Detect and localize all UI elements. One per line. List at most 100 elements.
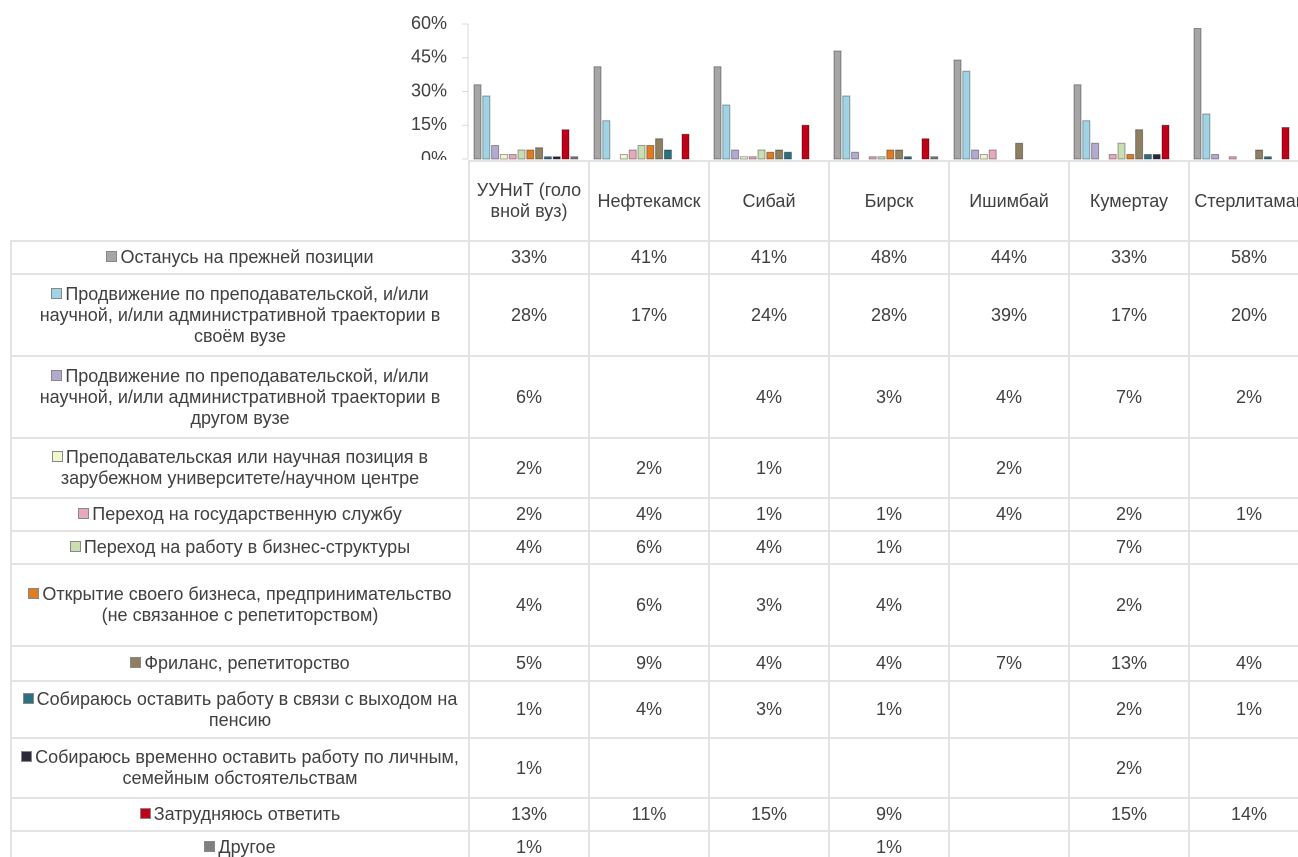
bar [663,149,672,160]
y-tick-label: 45% [411,47,447,67]
data-label: 2% [995,457,1022,478]
data-label: 1% [755,457,782,478]
bar [903,156,912,160]
data-table: УУНиТ (головной вуз) Нефтекамск Сибай Бирск… [10,160,1298,857]
category-cell: Стерлитамак [1188,160,1298,242]
value-cell [948,563,1070,647]
bar [971,149,980,160]
bar [731,149,740,160]
value-cell: 17% [588,273,710,357]
x-tick-label: Стерлитамак [1194,190,1298,211]
data-label: 6% [515,386,542,407]
data-label: 6% [635,594,662,615]
data-label: 1% [875,504,902,524]
data-label: 4% [755,653,782,673]
data-label: 14% [1230,804,1268,824]
value-cell: 11% [588,797,710,832]
bar [851,151,860,160]
value-cell: 6% [468,355,590,439]
value-cell: 1% [828,497,950,532]
value-cell [588,830,710,857]
value-cell: 2% [468,497,590,532]
x-tick-label: УУНиТ (головной вуз) [476,180,582,221]
bar [637,145,646,160]
data-label: 4% [755,537,782,557]
bar [713,66,722,160]
series-row: Переход на государственную службу 2% 4% 1% 1… [10,497,1298,532]
bar [930,156,939,160]
bar [895,149,904,160]
data-label: 7% [1115,386,1142,407]
data-label: 58% [1230,247,1268,267]
value-cell: 1% [1188,680,1298,739]
value-cell: 1% [708,497,830,532]
bar [953,59,962,160]
value-cell: 4% [588,497,710,532]
bar [602,120,611,160]
legend-label: Переход на работу в бизнес-структуры [83,537,411,557]
data-label: 33% [510,247,548,267]
data-label: 4% [755,386,782,407]
value-cell: 13% [1068,645,1190,682]
bar [535,147,544,160]
series-row: Фриланс, репетиторство 5% 9% 4% 4% 7% 13% 4% [10,645,1298,682]
data-label: 3% [755,594,782,615]
bar [628,149,637,160]
value-cell: 1% [828,830,950,857]
category-cell: УУНиТ (головной вуз) [468,160,590,242]
bar [748,156,757,160]
x-tick-label: Бирск [864,190,914,211]
value-cell: 7% [948,645,1070,682]
bar [757,149,766,160]
bar [543,156,552,160]
series-label-cell: Затрудняюсь ответить [10,797,470,832]
value-cell [828,437,950,499]
value-cell: 15% [708,797,830,832]
data-label: 4% [515,594,542,615]
value-cell: 39% [948,273,1070,357]
data-label: 1% [875,837,902,857]
value-cell [1188,530,1298,565]
bar [921,138,930,160]
value-cell [948,737,1070,799]
value-cell: 1% [828,680,950,739]
data-label: 48% [870,247,908,267]
data-label: 1% [515,837,542,857]
legend-label: Переход на государственную службу [92,504,402,524]
data-label: 7% [1115,537,1142,557]
series-row: Переход на работу в бизнес-структуры 4% 6%… [10,530,1298,565]
value-cell: 9% [828,797,950,832]
value-cell: 1% [468,830,590,857]
bar [877,156,886,160]
value-cell [828,737,950,799]
bar [1073,84,1082,160]
data-label: 15% [1110,804,1148,824]
legend-key [51,451,63,462]
value-cell: 1% [828,530,950,565]
legend-label: Собираюсь оставить работу в связи с выхо… [36,688,458,730]
value-cell: 6% [588,563,710,647]
data-label: 4% [1235,653,1262,673]
series-label-cell: Продвижение по преподавательской, и/или … [10,273,470,357]
legend-key [204,841,216,852]
series-label-cell: Переход на работу в бизнес-структуры [10,530,470,565]
category-cell: Нефтекамск [588,160,710,242]
data-label: 2% [515,504,542,524]
data-label: 15% [750,804,788,824]
bar [1193,28,1202,160]
bar [1211,154,1220,160]
series-row: Продвижение по преподавательской, и/или … [10,273,1298,357]
bar [1108,154,1117,160]
data-label: 4% [995,386,1022,407]
data-label: 2% [1115,757,1142,778]
data-label: 2% [1115,504,1142,524]
value-cell [708,830,830,857]
legend-label: Другое [218,837,276,857]
value-cell: 4% [708,645,830,682]
legend-label: Преподавательская или научная позиция в … [60,447,429,488]
bar [1228,156,1237,160]
data-label: 1% [875,699,902,719]
value-cell: 2% [1068,737,1190,799]
value-cell: 1% [1188,497,1298,532]
